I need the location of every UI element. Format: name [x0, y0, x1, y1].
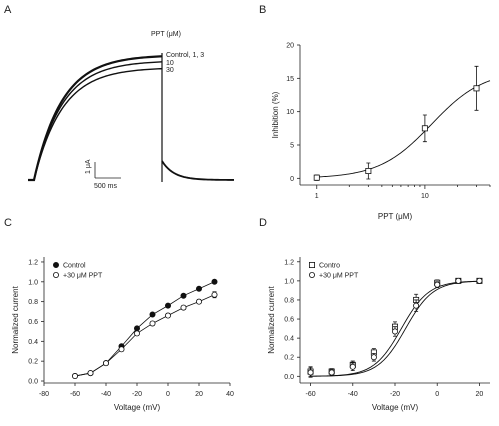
y-tick-label: 0.0	[284, 374, 294, 381]
y-tick-label: 1.2	[28, 259, 38, 266]
panel-c-label: C	[4, 217, 12, 229]
legend-marker	[308, 271, 315, 278]
y-tick-label: 1.0	[28, 279, 38, 286]
legend-label: Control	[63, 263, 86, 270]
panel-c-chart: 0.0 0.2 0.4 0.6 0.8 1.0 1.2 -80 -60 -40 -20 0 20 40 Vo…	[11, 257, 234, 412]
data-point	[195, 298, 202, 305]
data-point	[133, 330, 140, 337]
x-tick-label: -20	[132, 391, 142, 398]
x-tick-label: -60	[305, 391, 315, 398]
legend-marker	[53, 271, 60, 278]
data-point	[365, 167, 372, 174]
data-point	[434, 281, 441, 288]
current-trace	[28, 67, 163, 181]
data-point	[164, 312, 171, 319]
data-point	[180, 304, 187, 311]
y-tick-label: 0.4	[284, 336, 294, 343]
data-point	[103, 360, 110, 367]
panel-d-label: D	[259, 217, 267, 229]
data-point	[455, 277, 462, 284]
y-tick-label: 0	[290, 176, 294, 183]
x-tick-label: 20	[195, 391, 203, 398]
y-tick-label: 0.8	[284, 297, 294, 304]
x-tick-label: 0	[435, 391, 439, 398]
y-axis-label: Normalized current	[11, 285, 20, 353]
y-tick-label: 0.2	[284, 355, 294, 362]
trace-label-30: 30	[166, 67, 174, 74]
x-tick-label: -40	[101, 391, 111, 398]
legend-label: +30 μM PPT	[319, 273, 359, 280]
data-point	[72, 373, 79, 380]
data-point	[473, 85, 480, 92]
x-tick-label: -20	[390, 391, 400, 398]
x-axis-label: Voltage (mV)	[372, 403, 419, 412]
tail-current-trace	[161, 160, 235, 181]
y-axis-label: Normalized current	[267, 285, 276, 353]
panel-b-chart: 0 5 10 15 20 1 10 PPT (μM) Inhibition (%)	[271, 43, 491, 221]
series-line	[74, 294, 215, 377]
x-tick-label: 1	[315, 193, 319, 200]
trace-label-control: Control, 1, 3	[166, 52, 204, 59]
y-tick-label: 20	[286, 43, 294, 50]
x-axis-label: Voltage (mV)	[114, 403, 161, 412]
data-point	[413, 302, 420, 309]
data-point	[87, 370, 94, 377]
y-tick-label: 0.2	[28, 359, 38, 366]
fit-curve	[310, 280, 480, 377]
legend-marker	[308, 261, 315, 268]
panel-b-label: B	[259, 4, 266, 16]
trace-label-10: 10	[166, 60, 174, 67]
x-tick-label: -40	[348, 391, 358, 398]
data-point	[118, 346, 125, 353]
y-tick-label: 0.8	[28, 299, 38, 306]
x-tick-label: 10	[421, 193, 429, 200]
data-point	[133, 325, 140, 332]
data-point	[149, 320, 156, 327]
y-tick-label: 5	[290, 143, 294, 150]
y-tick-label: 1.0	[284, 278, 294, 285]
data-point	[164, 302, 171, 309]
panel-a-label: A	[4, 4, 12, 16]
data-point	[391, 328, 398, 335]
panel-a-traces: PPT (μM) Control, 1, 3 10 30 1 μA 500 ms	[28, 31, 235, 190]
scale-label-time: 500 ms	[94, 183, 117, 190]
data-point	[328, 369, 335, 376]
data-point	[149, 311, 156, 318]
current-trace	[28, 61, 163, 181]
data-point	[313, 174, 320, 181]
x-tick-label: 20	[476, 391, 484, 398]
data-point	[195, 285, 202, 292]
y-tick-label: 0.6	[284, 317, 294, 324]
legend-label: +30 μM PPT	[63, 273, 103, 280]
y-tick-label: 1.2	[284, 259, 294, 266]
series-line	[74, 281, 215, 377]
data-point	[180, 292, 187, 299]
panel-d-chart: 0.0 0.2 0.4 0.6 0.8 1.0 1.2 -60 -40 -20 0 20 Voltage…	[267, 257, 490, 412]
x-tick-label: -80	[39, 391, 49, 398]
x-tick-label: 40	[226, 391, 234, 398]
x-axis-label: PPT (μM)	[378, 212, 413, 221]
x-tick-label: 0	[166, 391, 170, 398]
data-point	[421, 125, 428, 132]
data-point	[307, 369, 314, 376]
data-point	[476, 277, 483, 284]
data-point	[211, 291, 218, 298]
current-trace	[28, 55, 163, 182]
y-tick-label: 15	[286, 76, 294, 83]
hill-fit-curve	[316, 80, 491, 178]
y-tick-label: 10	[286, 109, 294, 116]
y-tick-label: 0.4	[28, 339, 38, 346]
scale-label-current: 1 μA	[85, 159, 92, 174]
x-tick-label: -60	[70, 391, 80, 398]
data-point	[211, 278, 218, 285]
y-tick-label: 0.6	[28, 319, 38, 326]
y-axis-label: Inhibition (%)	[271, 91, 280, 138]
legend-marker	[53, 261, 60, 268]
panel-a-title: PPT (μM)	[151, 31, 181, 38]
data-point	[349, 363, 356, 370]
data-point	[370, 354, 377, 361]
legend-label: Contro	[319, 263, 340, 270]
y-tick-label: 0.0	[28, 379, 38, 386]
